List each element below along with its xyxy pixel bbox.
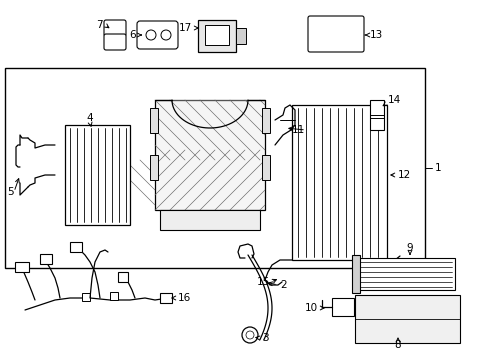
FancyBboxPatch shape	[137, 21, 178, 49]
Bar	[292, 105, 387, 260]
Bar	[332, 298, 354, 316]
Bar	[118, 272, 128, 282]
Text: 4: 4	[87, 113, 93, 123]
Text: 8: 8	[394, 340, 401, 350]
Bar	[352, 255, 360, 293]
Bar	[160, 293, 172, 303]
Text: 14: 14	[388, 95, 401, 105]
Text: 10: 10	[305, 303, 318, 313]
Bar	[355, 258, 455, 290]
Text: 16: 16	[178, 293, 191, 303]
Text: 3: 3	[262, 333, 269, 343]
Bar	[205, 25, 229, 45]
Bar	[65, 125, 130, 225]
FancyBboxPatch shape	[104, 20, 126, 36]
Text: 17: 17	[179, 23, 192, 33]
Text: 7: 7	[97, 20, 103, 30]
Bar	[155, 100, 265, 210]
Text: 5: 5	[7, 187, 13, 197]
Bar	[236, 28, 246, 44]
Bar	[370, 100, 384, 130]
Bar	[262, 155, 270, 180]
Bar	[40, 254, 52, 264]
Text: 6: 6	[129, 30, 136, 40]
FancyBboxPatch shape	[104, 34, 126, 50]
Bar	[5, 68, 425, 268]
Bar	[70, 242, 82, 252]
Bar	[198, 20, 236, 52]
Bar	[262, 108, 270, 133]
Bar	[150, 108, 158, 133]
Text: 9: 9	[407, 243, 413, 253]
Text: 12: 12	[398, 170, 411, 180]
FancyBboxPatch shape	[308, 16, 364, 52]
Text: 1: 1	[435, 163, 441, 173]
Bar	[355, 295, 460, 343]
Text: 13: 13	[370, 30, 383, 40]
Bar	[15, 262, 29, 272]
Text: 15: 15	[257, 277, 270, 287]
Bar	[150, 155, 158, 180]
Text: 11: 11	[292, 125, 305, 135]
Text: 2: 2	[280, 280, 287, 290]
Bar	[160, 210, 260, 230]
Bar	[82, 293, 90, 301]
Bar	[110, 292, 118, 300]
